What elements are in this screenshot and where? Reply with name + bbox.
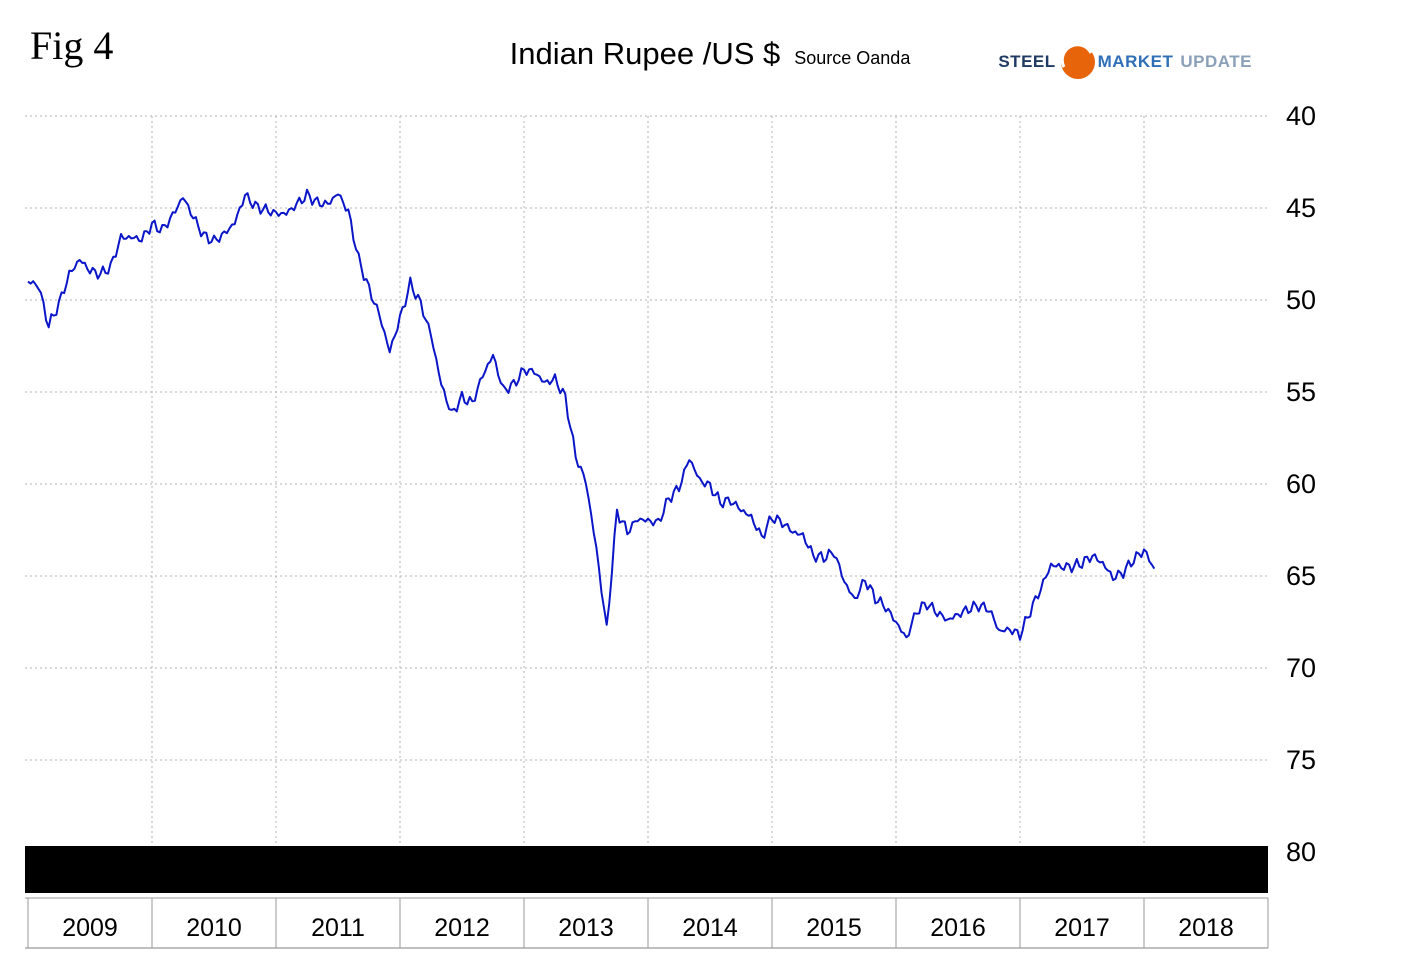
y-tick-label: 80 [1286,837,1316,867]
x-tick-label: 2018 [1178,914,1234,942]
x-tick-label: 2015 [806,914,862,942]
logo-update-text: UPDATE [1180,52,1252,71]
y-tick-label: 50 [1286,285,1316,315]
figure-label: Fig 4 [30,23,114,68]
x-tick-label: 2017 [1054,914,1110,942]
series-line [27,188,1156,641]
y-tick-label: 45 [1286,193,1316,223]
y-tick-label: 40 [1286,101,1316,131]
logo-disc-icon [1060,44,1095,79]
y-tick-label: 70 [1286,653,1316,683]
x-tick-label: 2016 [930,914,986,942]
logo-steel-text: STEEL [998,52,1056,71]
x-tick-label: 2009 [62,914,118,942]
y-tick-label: 55 [1286,377,1316,407]
x-tick-label: 2014 [682,914,738,942]
y-tick-label: 65 [1286,561,1316,591]
x-tick-label: 2013 [558,914,614,942]
x-tick-label: 2012 [434,914,490,942]
logo-market-text: MARKET [1097,52,1174,71]
blackout-bar [25,846,1268,893]
steel-market-update-logo: STEEL MARKET UPDATE [998,44,1252,80]
x-tick-label: 2010 [186,914,242,942]
x-tick-label: 2011 [311,914,365,942]
y-tick-label: 60 [1286,469,1316,499]
y-tick-label: 75 [1286,745,1316,775]
